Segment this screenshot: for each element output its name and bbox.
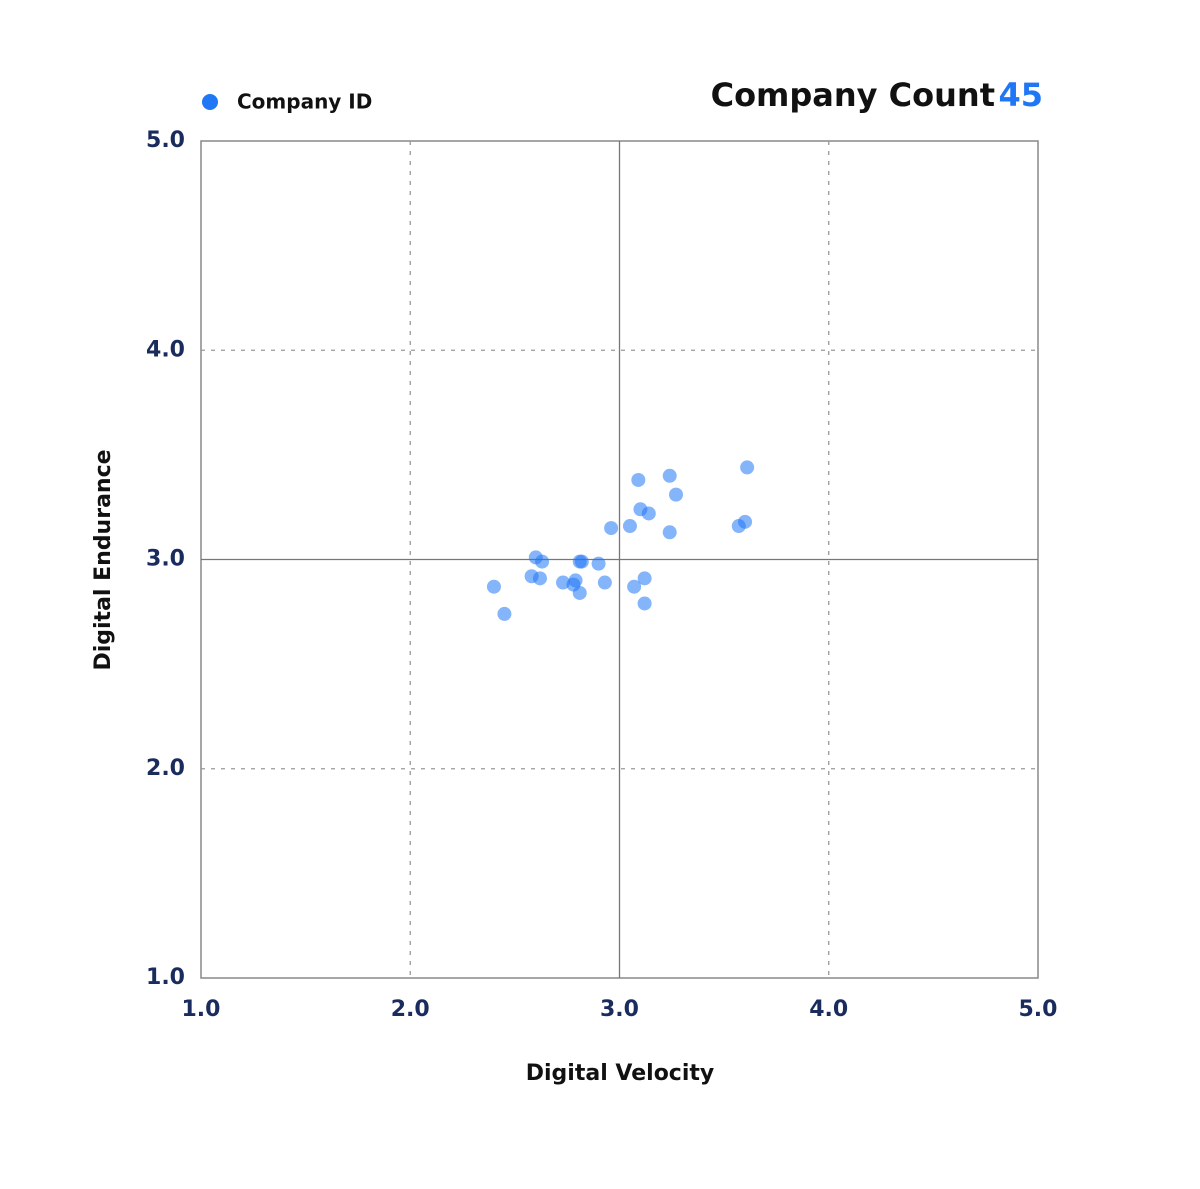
y-tick-label: 3.0 xyxy=(146,547,185,572)
y-axis-label: Digital Endurance xyxy=(91,449,116,670)
x-tick-label: 4.0 xyxy=(809,997,848,1022)
point xyxy=(532,571,547,586)
point xyxy=(631,472,646,487)
point xyxy=(627,579,642,594)
point xyxy=(556,575,571,590)
x-axis-label: Digital Velocity xyxy=(526,1061,715,1086)
x-tick-label: 3.0 xyxy=(600,997,639,1022)
chart-title: Company Count xyxy=(711,76,995,114)
point xyxy=(574,554,589,569)
x-tick-label: 5.0 xyxy=(1019,997,1058,1022)
point xyxy=(740,460,755,475)
point xyxy=(662,468,677,483)
point xyxy=(604,521,619,536)
y-tick-label: 4.0 xyxy=(146,337,185,362)
legend-label: Company ID xyxy=(237,90,372,114)
point xyxy=(572,585,587,600)
legend-marker xyxy=(202,94,218,110)
y-tick-label: 5.0 xyxy=(146,128,185,153)
point xyxy=(591,556,606,571)
point xyxy=(641,506,656,521)
point xyxy=(497,606,512,621)
x-tick-label: 1.0 xyxy=(182,997,221,1022)
point xyxy=(597,575,612,590)
point xyxy=(535,554,550,569)
point xyxy=(637,596,652,611)
point xyxy=(662,525,677,540)
point xyxy=(486,579,501,594)
company-count: 45 xyxy=(998,76,1043,114)
point xyxy=(731,519,746,534)
point xyxy=(637,571,652,586)
y-tick-label: 1.0 xyxy=(146,965,185,990)
point xyxy=(668,487,683,502)
x-tick-label: 2.0 xyxy=(391,997,430,1022)
point xyxy=(622,519,637,534)
y-tick-label: 2.0 xyxy=(146,756,185,781)
